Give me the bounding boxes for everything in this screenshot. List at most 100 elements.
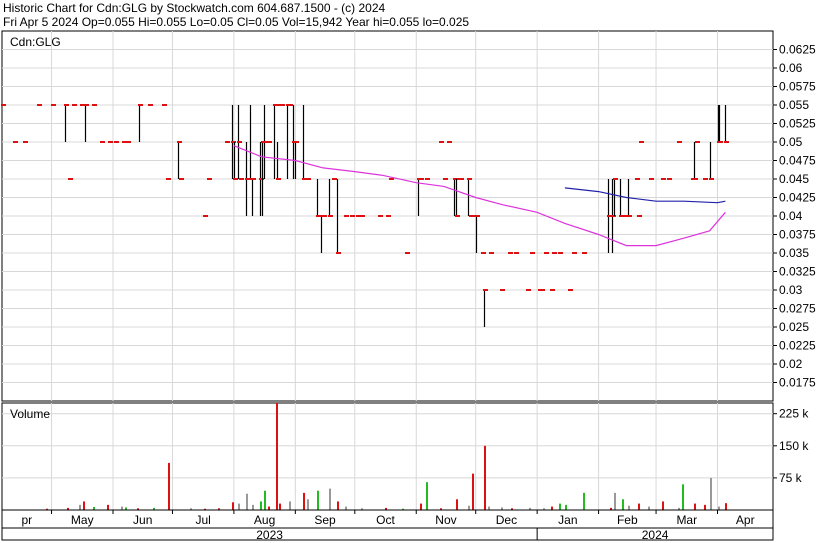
volume-bar	[402, 508, 404, 510]
chart-header-quote: Fri Apr 5 2024 Op=0.055 Hi=0.055 Lo=0.05…	[3, 15, 469, 29]
price-y-tick-label: 0.0525	[779, 117, 816, 131]
volume-bar	[361, 508, 363, 510]
volume-bar	[190, 508, 192, 510]
volume-bar	[704, 504, 706, 510]
volume-bar	[511, 508, 513, 510]
price-y-tick-label: 0.0475	[779, 154, 816, 168]
volume-bar	[303, 492, 305, 510]
volume-bar	[662, 501, 664, 510]
volume-bar	[614, 492, 616, 510]
x-axis-panel	[1, 509, 774, 541]
volume-bar	[329, 488, 331, 510]
volume-y-tick-label: 150 k	[779, 439, 809, 453]
x-tick-label: Aug	[254, 513, 275, 527]
volume-y-axis: 75 k 150 k 225 k	[773, 407, 809, 485]
volume-bar	[238, 503, 240, 510]
x-tick-label: pr	[21, 513, 32, 527]
price-y-tick-label: 0.0575	[779, 80, 816, 94]
volume-bar	[694, 503, 696, 510]
volume-bar	[472, 473, 474, 510]
volume-y-tick-label: 75 k	[779, 471, 803, 485]
price-panel-title: Cdn:GLG	[10, 35, 61, 49]
x-tick-label: Jun	[133, 513, 152, 527]
x-tick-label: Apr	[736, 513, 755, 527]
volume-bar	[543, 508, 545, 510]
volume-panel	[1, 402, 774, 511]
volume-bar	[501, 507, 503, 510]
volume-bar	[289, 501, 291, 510]
volume-bar	[67, 507, 69, 510]
volume-bar	[264, 490, 266, 510]
volume-bar	[468, 505, 470, 510]
price-y-tick-label: 0.03	[779, 283, 803, 297]
x-tick-label: Sep	[314, 513, 336, 527]
volume-bar	[46, 508, 48, 510]
volume-bar	[107, 504, 109, 510]
volume-bar	[385, 507, 387, 510]
volume-bar	[488, 506, 490, 510]
volume-bar	[93, 507, 95, 510]
x-tick-label: Feb	[617, 513, 638, 527]
price-grid	[2, 31, 773, 401]
volume-bar	[307, 499, 309, 510]
volume-bar	[456, 499, 458, 510]
volume-bar	[260, 501, 262, 510]
year-label: 2023	[256, 528, 283, 542]
volume-bar	[529, 507, 531, 510]
x-tick-label: Jan	[558, 513, 577, 527]
volume-bar	[710, 477, 712, 510]
volume-bar	[559, 503, 561, 510]
volume-bar	[565, 504, 567, 510]
volume-bar	[268, 506, 270, 510]
volume-bar	[718, 506, 720, 510]
volume-bar	[83, 501, 85, 510]
price-y-tick-label: 0.04	[779, 209, 803, 223]
price-y-tick-label: 0.0375	[779, 228, 816, 242]
volume-bar	[628, 505, 630, 510]
volume-bar	[168, 462, 170, 510]
x-tick-label: Oct	[376, 513, 395, 527]
volume-bar	[426, 482, 428, 510]
volume-bar	[279, 503, 281, 510]
volume-bar	[610, 507, 612, 510]
price-y-tick-label: 0.05	[779, 135, 803, 149]
volume-bar	[246, 493, 248, 510]
moving-average-line-short	[564, 187, 726, 204]
price-y-tick-label: 0.0425	[779, 191, 816, 205]
volume-bars	[46, 403, 727, 510]
price-y-tick-label: 0.0325	[779, 265, 816, 279]
volume-grid	[2, 403, 773, 510]
price-y-tick-label: 0.0275	[779, 302, 816, 316]
price-y-tick-label: 0.045	[779, 172, 809, 186]
volume-bar	[638, 503, 640, 510]
x-tick-label: Dec	[496, 513, 517, 527]
volume-bar	[121, 506, 123, 510]
x-axis-months: pr May Jun Jul Aug Sep Oct Nov Dec Jan Feb Mar Apr	[21, 510, 755, 527]
x-axis-years: 2023 2024	[256, 528, 669, 542]
volume-bar	[232, 502, 234, 510]
moving-average-line-long	[233, 145, 726, 247]
x-tick-label: Jul	[196, 513, 211, 527]
volume-bar	[153, 507, 155, 510]
price-y-tick-label: 0.035	[779, 246, 809, 260]
volume-bar	[276, 403, 278, 510]
volume-bar	[484, 445, 486, 510]
volume-panel-title: Volume	[10, 407, 50, 421]
volume-bar	[125, 507, 127, 510]
x-tick-label: Mar	[676, 513, 697, 527]
volume-bar	[583, 492, 585, 510]
volume-bar	[79, 504, 81, 510]
price-y-tick-label: 0.0625	[779, 43, 816, 57]
price-y-axis: 0.0175 0.02 0.0225 0.025 0.0275 0.03 0.0325 0.0…	[773, 43, 816, 390]
volume-bar	[622, 499, 624, 510]
price-bars	[1, 104, 729, 327]
volume-bar	[204, 508, 206, 510]
volume-bar	[218, 508, 220, 510]
volume-bar	[725, 503, 727, 510]
year-label: 2024	[642, 528, 669, 542]
chart-header-title: Historic Chart for Cdn:GLG by Stockwatch…	[3, 1, 385, 15]
volume-bar	[440, 508, 442, 510]
volume-bar	[337, 501, 339, 510]
volume-bar	[317, 490, 319, 510]
